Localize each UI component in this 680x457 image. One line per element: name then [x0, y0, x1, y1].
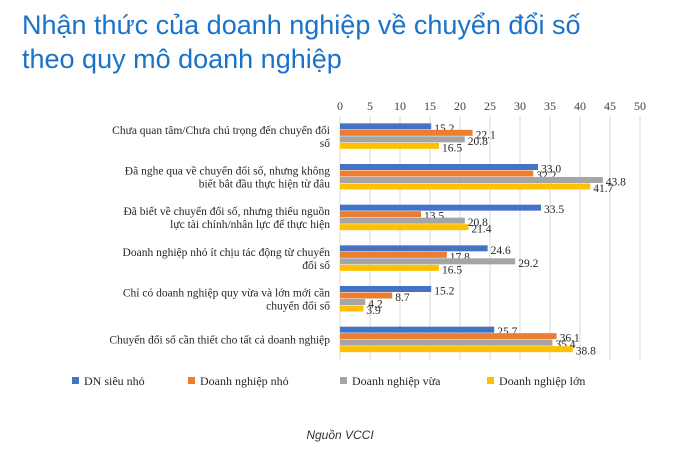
category-label: chuyển đổi số: [266, 300, 330, 313]
category-label: lực tài chính/nhân lực để thực hiện: [170, 218, 330, 231]
legend-swatch-4: [487, 377, 494, 384]
x-tick-label: 25: [484, 99, 496, 113]
bar-2: [340, 170, 534, 177]
data-label: 33.0: [541, 164, 561, 176]
bar-3: [340, 339, 553, 346]
x-tick-label: 10: [394, 99, 406, 113]
chart-title: Nhận thức của doanh nghiệp về chuyển đổi…: [22, 8, 672, 76]
source-note: Nguồn VCCI: [306, 428, 374, 442]
data-label: 15.2: [434, 286, 454, 298]
legend-swatch-2: [188, 377, 195, 384]
data-label: 36.1: [560, 333, 580, 345]
legend-swatch-1: [72, 377, 79, 384]
bar-4: [340, 264, 439, 271]
bar-2: [340, 211, 421, 218]
data-label: 24.6: [491, 245, 511, 257]
bar-1: [340, 164, 538, 170]
category-label: số: [320, 137, 330, 150]
data-label: 20.8: [468, 136, 488, 148]
x-tick-label: 30: [514, 99, 526, 113]
bar-1: [340, 245, 488, 252]
chart-title-line-1: Nhận thức của doanh nghiệp về chuyển đổi…: [22, 10, 581, 40]
data-label: 41.7: [593, 183, 613, 195]
data-label: 20.8: [468, 217, 488, 229]
data-label: 16.5: [442, 264, 462, 276]
x-tick-label: 20: [454, 99, 466, 113]
x-tick-label: 40: [574, 99, 586, 113]
legend-label: Doanh nghiệp nhỏ: [200, 374, 289, 388]
bar-3: [340, 299, 366, 305]
data-label: 21.4: [471, 224, 491, 236]
bar-2: [340, 251, 447, 258]
data-label: 33.5: [544, 204, 564, 216]
data-label: 22.1: [476, 129, 496, 141]
x-tick-label: 50: [634, 99, 646, 113]
data-label: 8.7: [395, 292, 410, 304]
bar-2: [340, 129, 473, 136]
legend-swatch-3: [340, 377, 347, 384]
legend-label: Doanh nghiệp lớn: [499, 374, 585, 388]
bar-4: [340, 142, 439, 149]
bar-3: [340, 177, 603, 183]
data-label: 29.2: [518, 258, 538, 270]
bar-1: [340, 123, 432, 130]
category-label: Chuyển đổi số cần thiết cho tất cả doanh…: [109, 334, 330, 347]
data-label: 38.8: [576, 346, 596, 358]
bar-1: [340, 326, 495, 333]
legend-label: DN siêu nhỏ: [84, 374, 145, 388]
chart-title-line-2: theo quy mô doanh nghiệp: [22, 44, 342, 74]
bar-4: [340, 224, 469, 231]
bar-1: [340, 204, 541, 211]
bar-4: [340, 346, 573, 353]
category-label: Doanh nghiệp nhỏ ít chịu tác động từ chu…: [123, 246, 331, 259]
bar-4: [340, 305, 364, 312]
data-label: 4.2: [368, 299, 383, 311]
x-tick-label: 0: [337, 99, 343, 113]
x-tick-label: 5: [367, 99, 373, 113]
x-tick-label: 35: [544, 99, 556, 113]
category-label: Đã nghe qua về chuyển đổi số, nhưng khôn…: [125, 165, 330, 178]
bar-1: [340, 286, 432, 292]
category-label: Chỉ có doanh nghiệp quy vừa và lớn mới c…: [123, 287, 330, 300]
bar-3: [340, 217, 465, 224]
data-label: 3.9: [366, 305, 381, 317]
x-tick-label: 15: [424, 99, 436, 113]
bar-2: [340, 292, 393, 299]
category-label: Chưa quan tâm/Chưa chú trọng đến chuyển …: [112, 124, 330, 137]
data-label: 16.5: [442, 142, 462, 154]
category-label: đổi số: [302, 259, 330, 272]
category-label: Đã biết về chuyển đổi số, nhưng thiếu ng…: [124, 205, 331, 218]
bar-3: [340, 258, 516, 265]
legend-label: Doanh nghiệp vừa: [352, 374, 441, 388]
bar-3: [340, 136, 465, 143]
category-label: biết bắt đầu thực hiện từ đâu: [199, 178, 331, 191]
x-tick-label: 45: [604, 99, 616, 113]
data-label: 43.8: [606, 177, 626, 189]
bar-2: [340, 333, 557, 340]
bar-4: [340, 183, 591, 190]
